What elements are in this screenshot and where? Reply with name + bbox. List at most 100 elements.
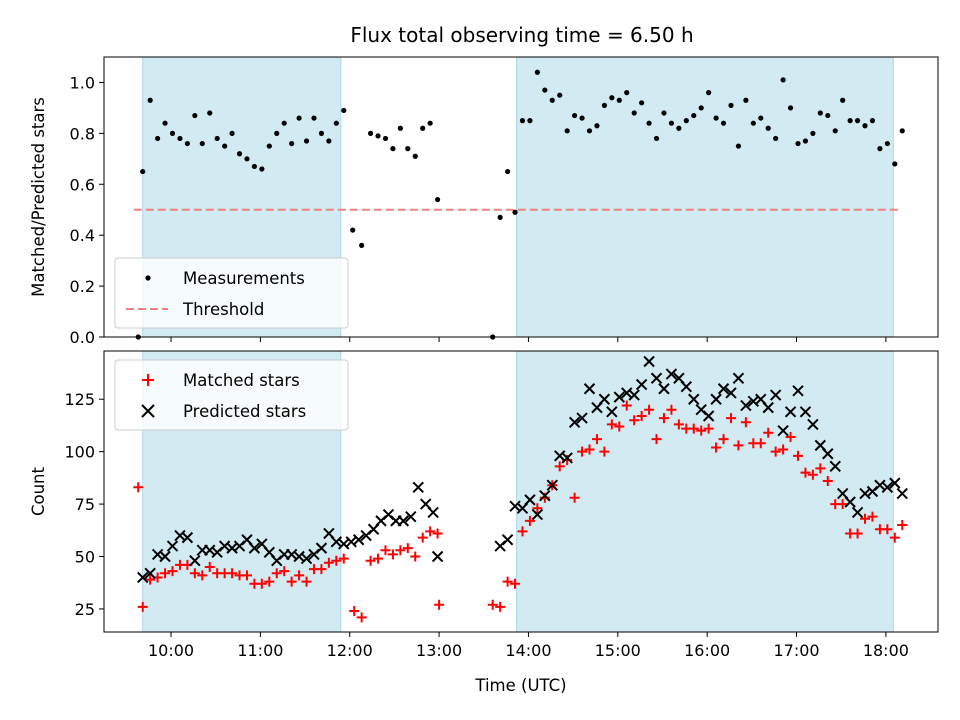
y-tick-label: 0.0 (70, 328, 95, 347)
data-point (192, 112, 198, 119)
data-point (318, 130, 325, 136)
data-point (710, 393, 722, 405)
data-point (524, 515, 535, 526)
data-point (889, 477, 901, 489)
data-point (579, 115, 585, 121)
data-point (740, 417, 751, 428)
data-point (635, 378, 648, 391)
data-point (350, 227, 356, 233)
data-point (274, 130, 280, 136)
data-point (387, 549, 398, 560)
y-axis-label: Matched/Predicted stars (29, 97, 48, 297)
data-point (711, 442, 722, 453)
legend-marker (141, 404, 155, 418)
data-point (531, 508, 544, 521)
y-tick-label: 0.4 (70, 226, 95, 245)
data-point (425, 526, 436, 537)
data-point (542, 87, 548, 93)
data-point (702, 410, 715, 422)
data-point (688, 393, 700, 405)
data-point (166, 540, 179, 552)
data-point (698, 105, 704, 111)
y-tick-label: 25 (75, 600, 95, 619)
data-point (770, 446, 781, 457)
data-point (160, 568, 171, 579)
data-point (728, 102, 734, 108)
data-point (189, 554, 201, 567)
axes-frame (103, 350, 939, 633)
data-point (889, 532, 900, 543)
data-point (568, 416, 581, 429)
data-point (725, 413, 736, 424)
data-point (390, 146, 396, 152)
data-point (583, 383, 596, 395)
data-point (854, 118, 861, 124)
data-point (431, 550, 444, 563)
legend-label: Measurements (183, 269, 305, 288)
data-point (397, 125, 403, 131)
data-point (300, 552, 313, 565)
x-tick-label: 11:00 (237, 641, 283, 660)
y-tick-label: 0.8 (70, 124, 95, 143)
data-point (410, 551, 421, 562)
data-point (606, 419, 617, 430)
data-point (785, 431, 796, 442)
data-point (763, 427, 774, 438)
data-point (241, 570, 252, 581)
data-point (345, 536, 357, 548)
y-tick-label: 50 (75, 548, 95, 567)
data-point (199, 140, 205, 147)
data-point (495, 601, 506, 612)
data-point (504, 168, 511, 175)
data-point (259, 166, 265, 172)
data-point (792, 385, 804, 397)
data-point (248, 542, 261, 554)
data-point (539, 489, 551, 502)
data-point (510, 578, 521, 589)
data-point (773, 135, 779, 142)
data-point (735, 143, 742, 149)
data-point (279, 566, 290, 577)
data-point (650, 372, 663, 384)
data-point (497, 214, 503, 220)
data-point (405, 146, 411, 152)
data-point (769, 389, 782, 401)
data-point (487, 599, 498, 610)
data-point (877, 146, 883, 152)
data-point (524, 494, 536, 506)
data-point (733, 440, 744, 451)
data-point (214, 135, 220, 142)
legend-box (114, 257, 349, 329)
data-point (229, 130, 235, 136)
data-point (765, 125, 771, 131)
data-point (793, 450, 804, 461)
data-point (303, 138, 310, 144)
data-point (527, 118, 533, 124)
data-point (546, 479, 558, 491)
data-point (892, 161, 898, 167)
x-tick-label: 10:00 (148, 641, 194, 660)
data-point (244, 156, 250, 162)
data-point (427, 506, 439, 519)
data-point (502, 576, 513, 587)
axes-frame (103, 56, 939, 338)
data-point (621, 400, 632, 411)
bottom-panel: 25 50 75 100 125 10:00 11:00 12:00 13:00 14:00 15:… (29, 350, 939, 695)
data-point (799, 406, 812, 418)
data-point (643, 355, 655, 368)
legend-box (114, 359, 349, 431)
data-point (271, 568, 282, 579)
data-point (896, 487, 908, 500)
y-tick-label: 0.2 (70, 277, 95, 296)
data-point (167, 566, 178, 577)
data-point (315, 542, 328, 554)
data-point (897, 520, 908, 531)
series-measurements (135, 69, 905, 340)
data-point (639, 100, 645, 106)
data-point (420, 125, 426, 131)
y-tick-label: 0.6 (70, 175, 95, 194)
data-point (815, 463, 826, 474)
data-point (778, 444, 789, 455)
data-point (725, 387, 737, 399)
data-point (628, 389, 640, 401)
